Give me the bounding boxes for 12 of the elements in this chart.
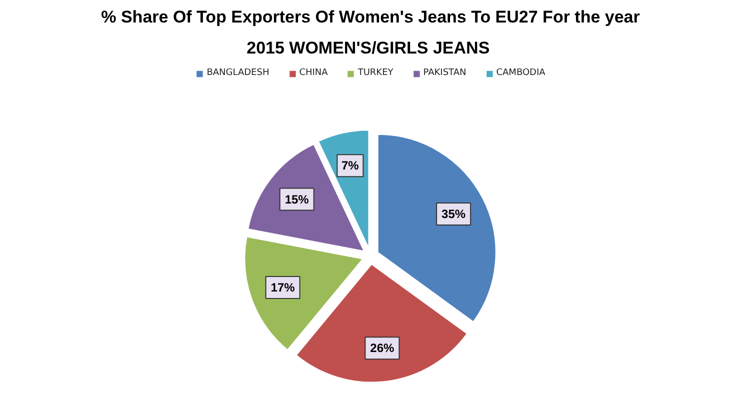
data-label: 35%	[442, 207, 466, 222]
data-label: 15%	[284, 192, 310, 206]
chart-subtitle: 2015 WOMEN'S/GIRLS JEANS	[246, 38, 490, 58]
legend-label: TURKEY	[358, 68, 394, 78]
legend-label: BANGLADESH	[206, 68, 270, 78]
chart-title: % Share Of Top Exporters Of Women's Jeans To EU27 For the year	[101, 8, 640, 26]
data-label: 26%	[370, 341, 395, 356]
data-label: 17%	[270, 280, 296, 295]
data-label: 7%	[341, 158, 360, 173]
legend-label: CHINA	[299, 68, 328, 78]
legend-label: PAKISTAN	[423, 68, 466, 78]
legend-label: CAMBODIA	[496, 68, 546, 78]
